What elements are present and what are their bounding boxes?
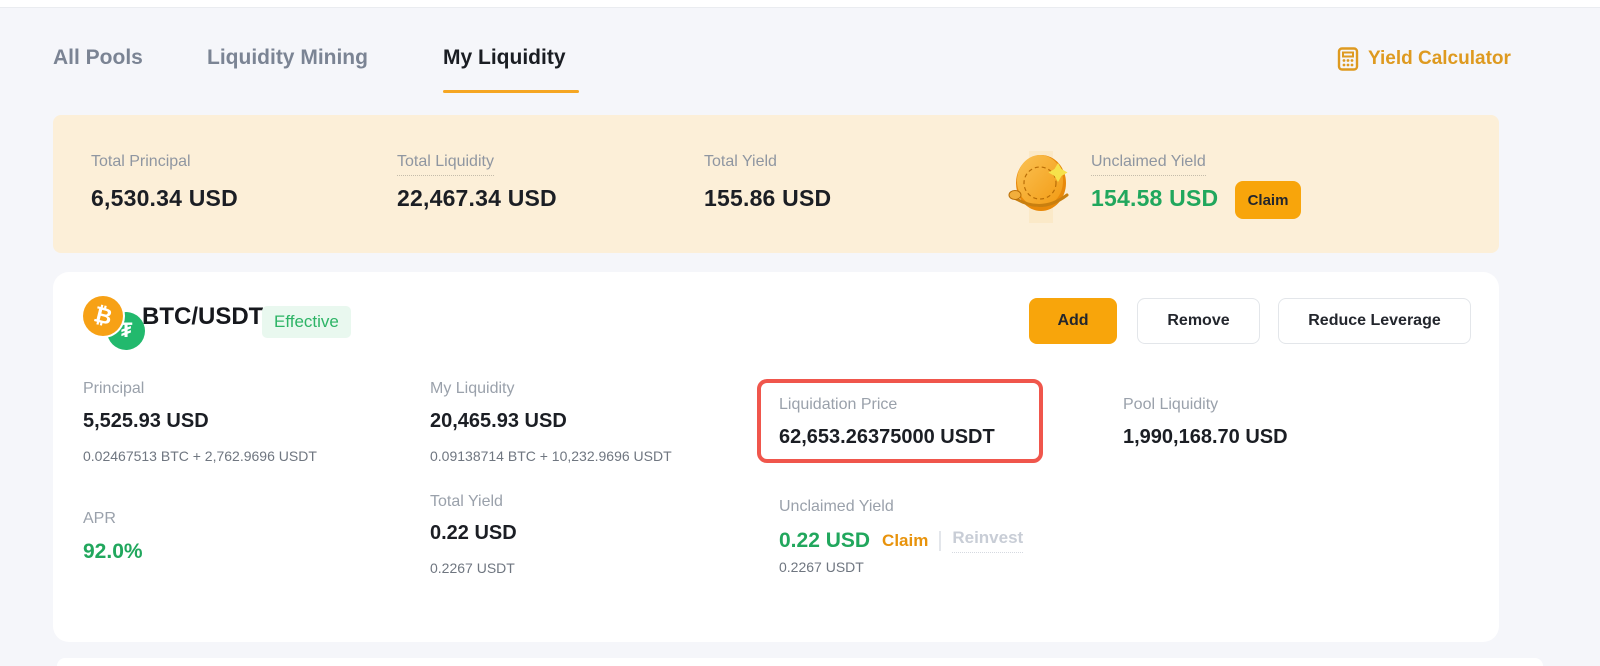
remove-button[interactable]: Remove: [1137, 298, 1260, 344]
my-liquidity-detail: 0.09138714 BTC + 10,232.9696 USDT: [430, 448, 672, 464]
total-yield-detail: 0.2267 USDT: [430, 560, 515, 576]
reduce-leverage-button[interactable]: Reduce Leverage: [1278, 298, 1471, 344]
total-principal-label: Total Principal: [91, 153, 191, 170]
liquidation-price-value: 62,653.26375000 USDT: [779, 426, 995, 448]
principal-label: Principal: [83, 380, 145, 397]
apr-value: 92.0%: [83, 540, 143, 563]
total-liquidity-label[interactable]: Total Liquidity: [397, 153, 494, 176]
pool-card: ₿ ₮ BTC/USDT Effective Add Remove Reduce…: [53, 272, 1499, 642]
claim-reinvest-divider: [939, 530, 942, 551]
yield-calculator-link[interactable]: Yield Calculator: [1337, 47, 1511, 71]
btc-coin-icon: ₿: [83, 296, 123, 336]
total-yield-value: 0.22 USD: [430, 522, 517, 544]
tab-my-liquidity[interactable]: My Liquidity: [443, 46, 566, 69]
next-pool-card-edge: [57, 658, 1543, 666]
pool-pair-title: BTC/USDT: [142, 303, 264, 330]
claim-link[interactable]: Claim: [882, 530, 929, 550]
total-principal-value: 6,530.34 USD: [91, 185, 238, 211]
active-tab-underline: [443, 90, 579, 93]
page-header-divider: [0, 0, 1600, 8]
total-yield-value: 155.86 USD: [704, 185, 832, 211]
pool-liquidity-value: 1,990,168.70 USD: [1123, 426, 1288, 448]
tab-all-pools[interactable]: All Pools: [53, 46, 143, 69]
unclaimed-yield-value: 0.22 USD: [779, 528, 871, 552]
summary-banner: Total Principal 6,530.34 USD Total Liqui…: [53, 115, 1499, 253]
total-yield-label: Total Yield: [704, 153, 777, 170]
liquidation-price-highlight-box: [757, 379, 1043, 463]
liquidation-price-label: Liquidation Price: [779, 396, 898, 413]
apr-label: APR: [83, 510, 116, 527]
pool-liquidity-label: Pool Liquidity: [1123, 396, 1219, 413]
unclaimed-yield-label[interactable]: Unclaimed Yield: [1091, 153, 1206, 176]
total-principal-block: Total Principal 6,530.34 USD: [91, 153, 238, 212]
tab-liquidity-mining[interactable]: Liquidity Mining: [207, 46, 368, 69]
unclaimed-yield-value: 154.58 USD: [1091, 185, 1219, 211]
total-yield-label: Total Yield: [430, 493, 503, 510]
unclaimed-yield-label: Unclaimed Yield: [779, 498, 894, 515]
my-liquidity-value: 20,465.93 USD: [430, 410, 567, 432]
unclaimed-yield-detail: 0.2267 USDT: [779, 559, 864, 575]
total-liquidity-value: 22,467.34 USD: [397, 185, 557, 211]
unclaimed-yield-row: 0.22 USD Claim Reinvest: [779, 528, 1024, 553]
total-liquidity-block: Total Liquidity 22,467.34 USD: [397, 153, 557, 212]
principal-detail: 0.02467513 BTC + 2,762.9696 USDT: [83, 448, 317, 464]
pool-status-badge: Effective: [262, 306, 351, 338]
calculator-icon: [1337, 47, 1359, 71]
total-yield-block: Total Yield 155.86 USD: [704, 153, 831, 212]
claim-button[interactable]: Claim: [1235, 181, 1301, 219]
add-button[interactable]: Add: [1029, 298, 1117, 344]
coin-illustration-icon: [1001, 145, 1081, 232]
yield-calculator-label: Yield Calculator: [1368, 48, 1511, 69]
principal-value: 5,525.93 USD: [83, 410, 209, 432]
unclaimed-yield-block: Unclaimed Yield 154.58 USD: [1091, 153, 1218, 212]
my-liquidity-label: My Liquidity: [430, 380, 515, 397]
reinvest-link-disabled: Reinvest: [952, 528, 1024, 553]
